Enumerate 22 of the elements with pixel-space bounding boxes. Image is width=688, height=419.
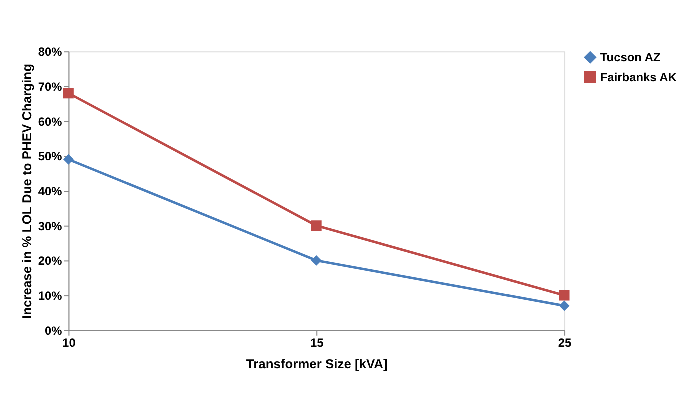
legend-label: Tucson AZ [600,50,661,65]
x-tick-label: 10 [62,336,76,350]
y-tick-label: 40% [38,184,63,198]
y-tick-label: 30% [38,219,63,234]
y-tick-label: 50% [38,150,63,164]
y-tick-label: 60% [38,114,63,129]
point [559,290,570,301]
y-tick-label: 20% [38,254,63,268]
point [559,300,570,312]
y-tick-label: 70% [38,80,63,94]
legend-label: Fairbanks AK [600,70,678,84]
x-axis-title: Transformer Size [kVA] [246,356,388,372]
point [63,154,74,165]
point [311,220,322,232]
point [63,88,74,99]
y-tick-label: 80% [38,45,63,60]
y-tick-label: 0% [44,324,63,338]
y-tick-label: 10% [38,289,63,304]
point [311,255,322,266]
x-tick-label: 15 [310,336,324,350]
x-tick-label: 25 [558,336,572,350]
y-axis-title: Increase in % LOL Due to PHEV Charging [19,64,34,319]
